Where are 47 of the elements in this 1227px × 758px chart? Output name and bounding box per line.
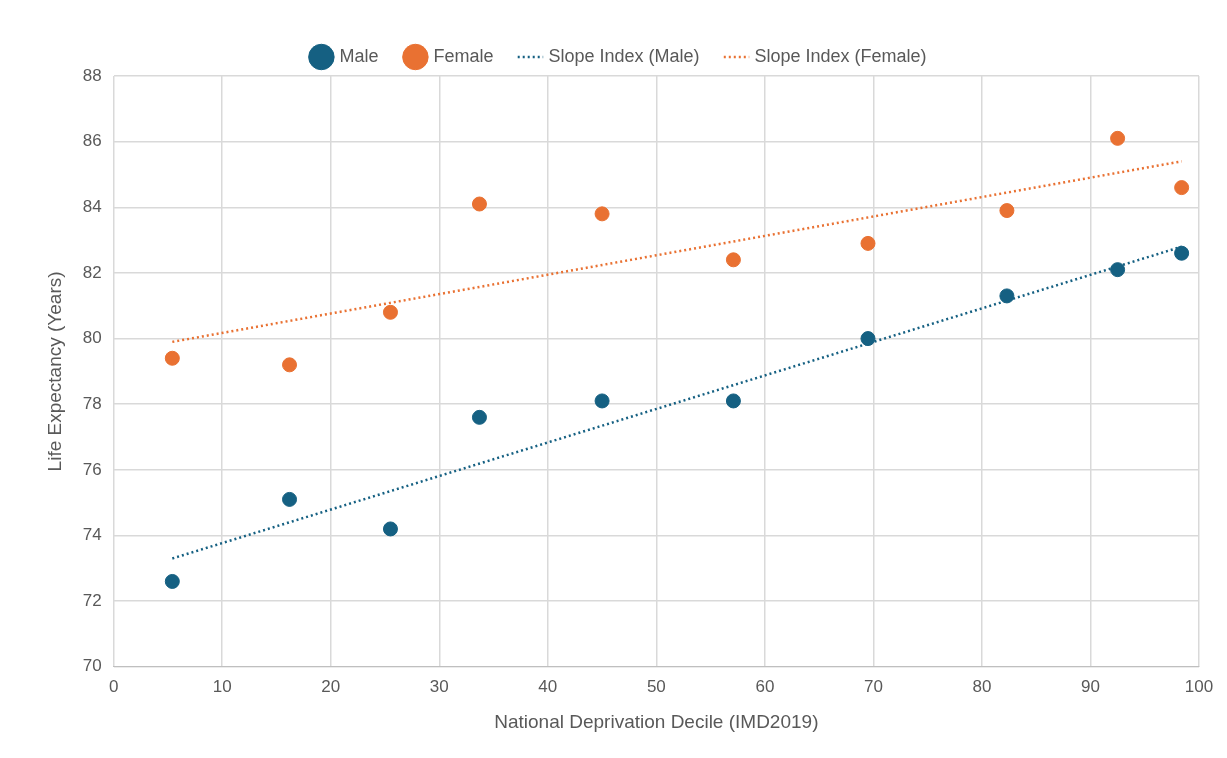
- y-tick-label: 76: [82, 459, 102, 479]
- legend-label: Male: [339, 45, 379, 66]
- point: [164, 350, 180, 366]
- y-tick-label: 86: [82, 131, 102, 151]
- y-tick-label: 78: [82, 393, 102, 413]
- point: [999, 288, 1015, 304]
- point: [1174, 245, 1190, 261]
- x-tick-label: 90: [1081, 676, 1100, 696]
- point: [1110, 130, 1126, 146]
- point: [594, 393, 610, 409]
- y-tick-label: 70: [82, 656, 102, 676]
- legend-label: Slope Index (Male): [548, 45, 700, 66]
- x-tick-label: 20: [321, 676, 341, 696]
- point: [164, 573, 180, 589]
- point: [725, 393, 741, 409]
- y-tick-label: 74: [82, 525, 102, 545]
- x-tick-label: 50: [646, 676, 666, 696]
- x-tick-label: 0: [108, 676, 119, 696]
- y-tick-label: 72: [82, 590, 102, 610]
- point: [1174, 180, 1190, 196]
- y-tick-label: 84: [82, 196, 102, 216]
- x-tick-label: 80: [972, 676, 992, 696]
- point: [382, 304, 398, 320]
- point: [594, 206, 610, 222]
- point: [471, 409, 487, 425]
- y-tick-label: 80: [82, 328, 102, 348]
- point: [1110, 262, 1126, 278]
- x-tick-label: 30: [429, 676, 449, 696]
- x-tick-label: 60: [755, 676, 775, 696]
- point: [282, 491, 298, 507]
- point: [382, 521, 398, 537]
- point: [860, 235, 876, 251]
- point: [282, 357, 298, 373]
- point: [860, 331, 876, 347]
- x-tick-label: 40: [538, 676, 558, 696]
- x-tick-label: 70: [863, 676, 883, 696]
- y-tick-label: 82: [82, 262, 102, 282]
- point: [725, 252, 741, 268]
- point: [999, 203, 1015, 219]
- x-tick-label: 100: [1184, 676, 1214, 696]
- point: [471, 196, 487, 212]
- y-axis-title: Life Expectancy (Years): [43, 271, 65, 472]
- legend-label: Female: [433, 45, 494, 66]
- legend-label: Slope Index (Female): [754, 45, 927, 66]
- x-tick-label: 10: [212, 676, 232, 696]
- y-tick-label: 88: [82, 65, 102, 85]
- x-axis-title: National Deprivation Decile (IMD2019): [494, 710, 819, 732]
